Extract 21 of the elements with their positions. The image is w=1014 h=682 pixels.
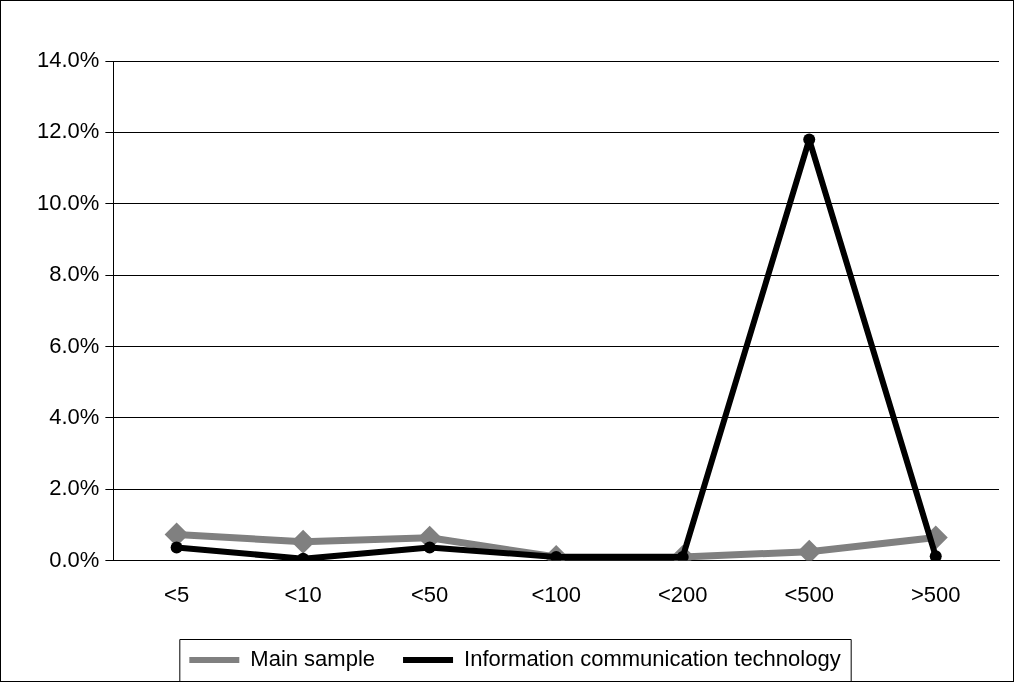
y-tick-label: 12.0%	[36, 118, 100, 144]
y-tick-label: 0.0%	[49, 546, 100, 572]
point	[423, 541, 436, 554]
point	[929, 550, 942, 561]
x-tick-label: <10	[284, 581, 322, 607]
legend-label: Information communication technology	[464, 646, 841, 672]
x-tick-label: <50	[411, 581, 449, 607]
point	[797, 539, 822, 561]
y-tick-label: 8.0%	[49, 261, 100, 287]
x-tick-label: <200	[657, 581, 708, 607]
x-tick-label: <100	[531, 581, 581, 607]
x-tick-label: >500	[910, 581, 961, 607]
y-tick-label: 14.0%	[36, 47, 100, 73]
x-tick-label: <5	[164, 581, 190, 607]
y-tick-label: 4.0%	[49, 403, 100, 429]
point	[170, 541, 183, 554]
y-tick-label: 2.0%	[49, 475, 100, 501]
x-tick-label: <500	[784, 581, 835, 607]
y-tick-label: 10.0%	[36, 189, 100, 215]
legend-label: Main sample	[250, 646, 376, 672]
y-tick-label: 6.0%	[49, 332, 100, 358]
